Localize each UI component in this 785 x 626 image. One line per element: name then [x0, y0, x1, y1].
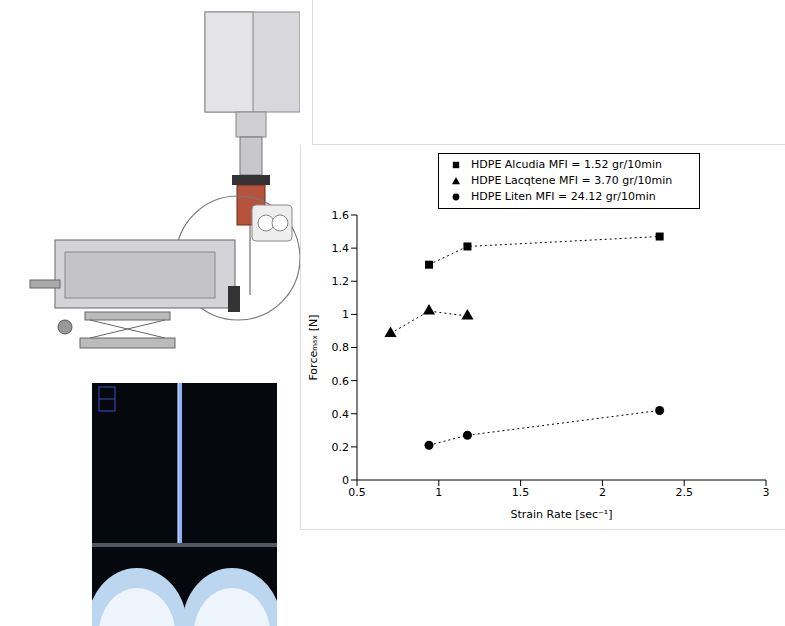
svg-text:1.2: 1.2 [332, 275, 350, 288]
svg-text:Strain Rate [sec⁻¹]: Strain Rate [sec⁻¹] [510, 508, 612, 521]
svg-text:0.5: 0.5 [348, 486, 366, 499]
svg-text:1: 1 [435, 486, 442, 499]
svg-text:1: 1 [342, 308, 349, 321]
svg-text:1.6: 1.6 [332, 209, 350, 222]
html-text:HDPE Liten MFI = 24.12 gr/10mi: HDPE Liten MFI = 24.12 gr/10min [471, 190, 656, 203]
html-text:HDPE Lacqtene MFI = 3.70 gr/10: HDPE Lacqtene MFI = 3.70 gr/10min [471, 174, 673, 187]
svg-text:1.5: 1.5 [512, 486, 529, 499]
svg-text:1.4: 1.4 [332, 242, 350, 255]
svg-text:0.4: 0.4 [332, 408, 350, 421]
svg-text:0: 0 [342, 474, 349, 487]
svg-text:0.8: 0.8 [332, 341, 350, 354]
svg-text:2: 2 [599, 486, 606, 499]
svg-text:0.6: 0.6 [332, 375, 350, 388]
svg-text:3: 3 [763, 486, 770, 499]
svg-text:0.2: 0.2 [332, 441, 350, 454]
svg-text:2.5: 2.5 [675, 486, 693, 499]
html-text:HDPE Alcudia MFI = 1.52 gr/10m: HDPE Alcudia MFI = 1.52 gr/10min [471, 158, 662, 171]
svg-text:Forceₘₐₓ [N]: Forceₘₐₓ [N] [307, 314, 320, 380]
